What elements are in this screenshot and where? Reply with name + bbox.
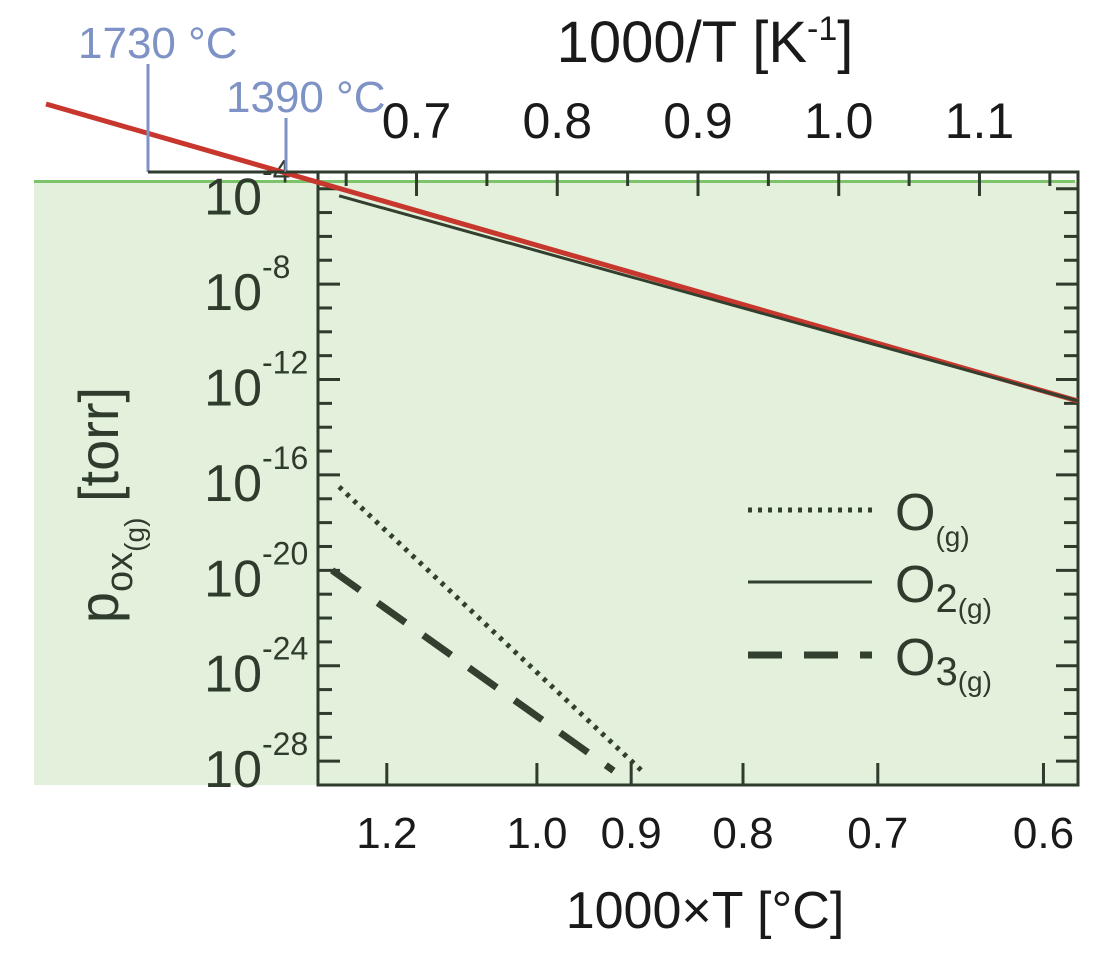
y-tick-base: 10 [204, 455, 262, 513]
y-tick-label: 10 [204, 360, 262, 418]
legend: O(g)O2(g)O3(g) [748, 484, 992, 697]
y-tick-exponent: -12 [262, 345, 308, 381]
y-tick-label: 10 [204, 646, 262, 704]
y-tick-exponent: -28 [262, 726, 308, 762]
y-tick-label: 10 [204, 455, 262, 513]
legend-label: O3(g) [895, 629, 992, 697]
bottom-ticks: 1.2 1.0 0.9 0.8 0.7 0.6 [356, 763, 1074, 858]
y-tick-label: 10 [204, 169, 262, 227]
legend-label: O2(g) [895, 556, 992, 624]
legend-label: O(g) [895, 484, 970, 552]
top-tick-label: 0.9 [663, 93, 733, 149]
y-tick-label: 10 [204, 264, 262, 322]
bottom-axis-title: 1000×T [°C] [566, 882, 845, 940]
y-axis-title-p: p [67, 592, 130, 623]
top-tick-label: 0.8 [523, 93, 593, 149]
y-axis-title-ox: ox [99, 552, 141, 592]
legend-label-name: O [895, 484, 935, 542]
y-axis-title-unit: [torr] [67, 387, 130, 518]
y-tick-exponent: -8 [262, 249, 290, 285]
y-axis-title-g: (g) [119, 518, 150, 552]
legend-label-name: O [895, 629, 935, 687]
legend-label-name: O [895, 556, 935, 614]
y-tick-label: 10 [204, 741, 262, 799]
y-tick-base: 10 [204, 646, 262, 704]
top-axis-title: 1000/T [K-1] [557, 10, 854, 75]
legend-label-sub: (g) [958, 593, 992, 624]
highlight-region [34, 181, 1078, 785]
y-tick-exponent: -20 [262, 535, 308, 571]
bottom-tick-label: 0.8 [712, 809, 773, 858]
bottom-tick-label: 1.2 [356, 809, 417, 858]
y-tick-base: 10 [204, 550, 262, 608]
y-tick-base: 10 [204, 741, 262, 799]
y-tick-base: 10 [204, 169, 262, 227]
y-tick-label: 10 [204, 550, 262, 608]
o2-extended-curve [45, 101, 1079, 404]
top-axis-title-close: ] [837, 10, 853, 75]
y-tick-base: 10 [204, 264, 262, 322]
temperature-markers: 1730 °C 1390 °C [78, 19, 385, 174]
legend-label-number: 3 [935, 650, 957, 694]
bottom-tick-label: 0.9 [601, 809, 662, 858]
y-tick-exponent: -16 [262, 440, 308, 476]
bottom-tick-label: 1.0 [506, 809, 567, 858]
top-tick-label: 0.7 [382, 93, 452, 149]
y-tick-base: 10 [204, 360, 262, 418]
legend-label-sub: (g) [958, 666, 992, 697]
series-line-dashed [330, 567, 616, 774]
bottom-tick-label: 0.7 [847, 809, 908, 858]
top-axis-title-sup: -1 [807, 10, 837, 48]
y-axis-title: pox(g) [torr] [67, 387, 150, 623]
bottom-tick-label: 0.6 [1013, 809, 1074, 858]
top-tick-label: 1.1 [945, 93, 1015, 149]
top-ticks: 0.7 0.8 0.9 1.0 1.1 [344, 93, 1052, 196]
legend-label-sub: (g) [935, 521, 969, 552]
legend-label-number: 2 [935, 577, 957, 621]
temperature-marker-label: 1390 °C [226, 73, 385, 122]
top-tick-label: 1.0 [804, 93, 874, 149]
temperature-marker-label: 1730 °C [78, 19, 237, 68]
series-line-solid [338, 194, 1079, 403]
y-tick-exponent: -24 [262, 631, 308, 667]
curves [45, 101, 1079, 774]
top-axis-title-main: 1000/T [K [557, 10, 808, 75]
